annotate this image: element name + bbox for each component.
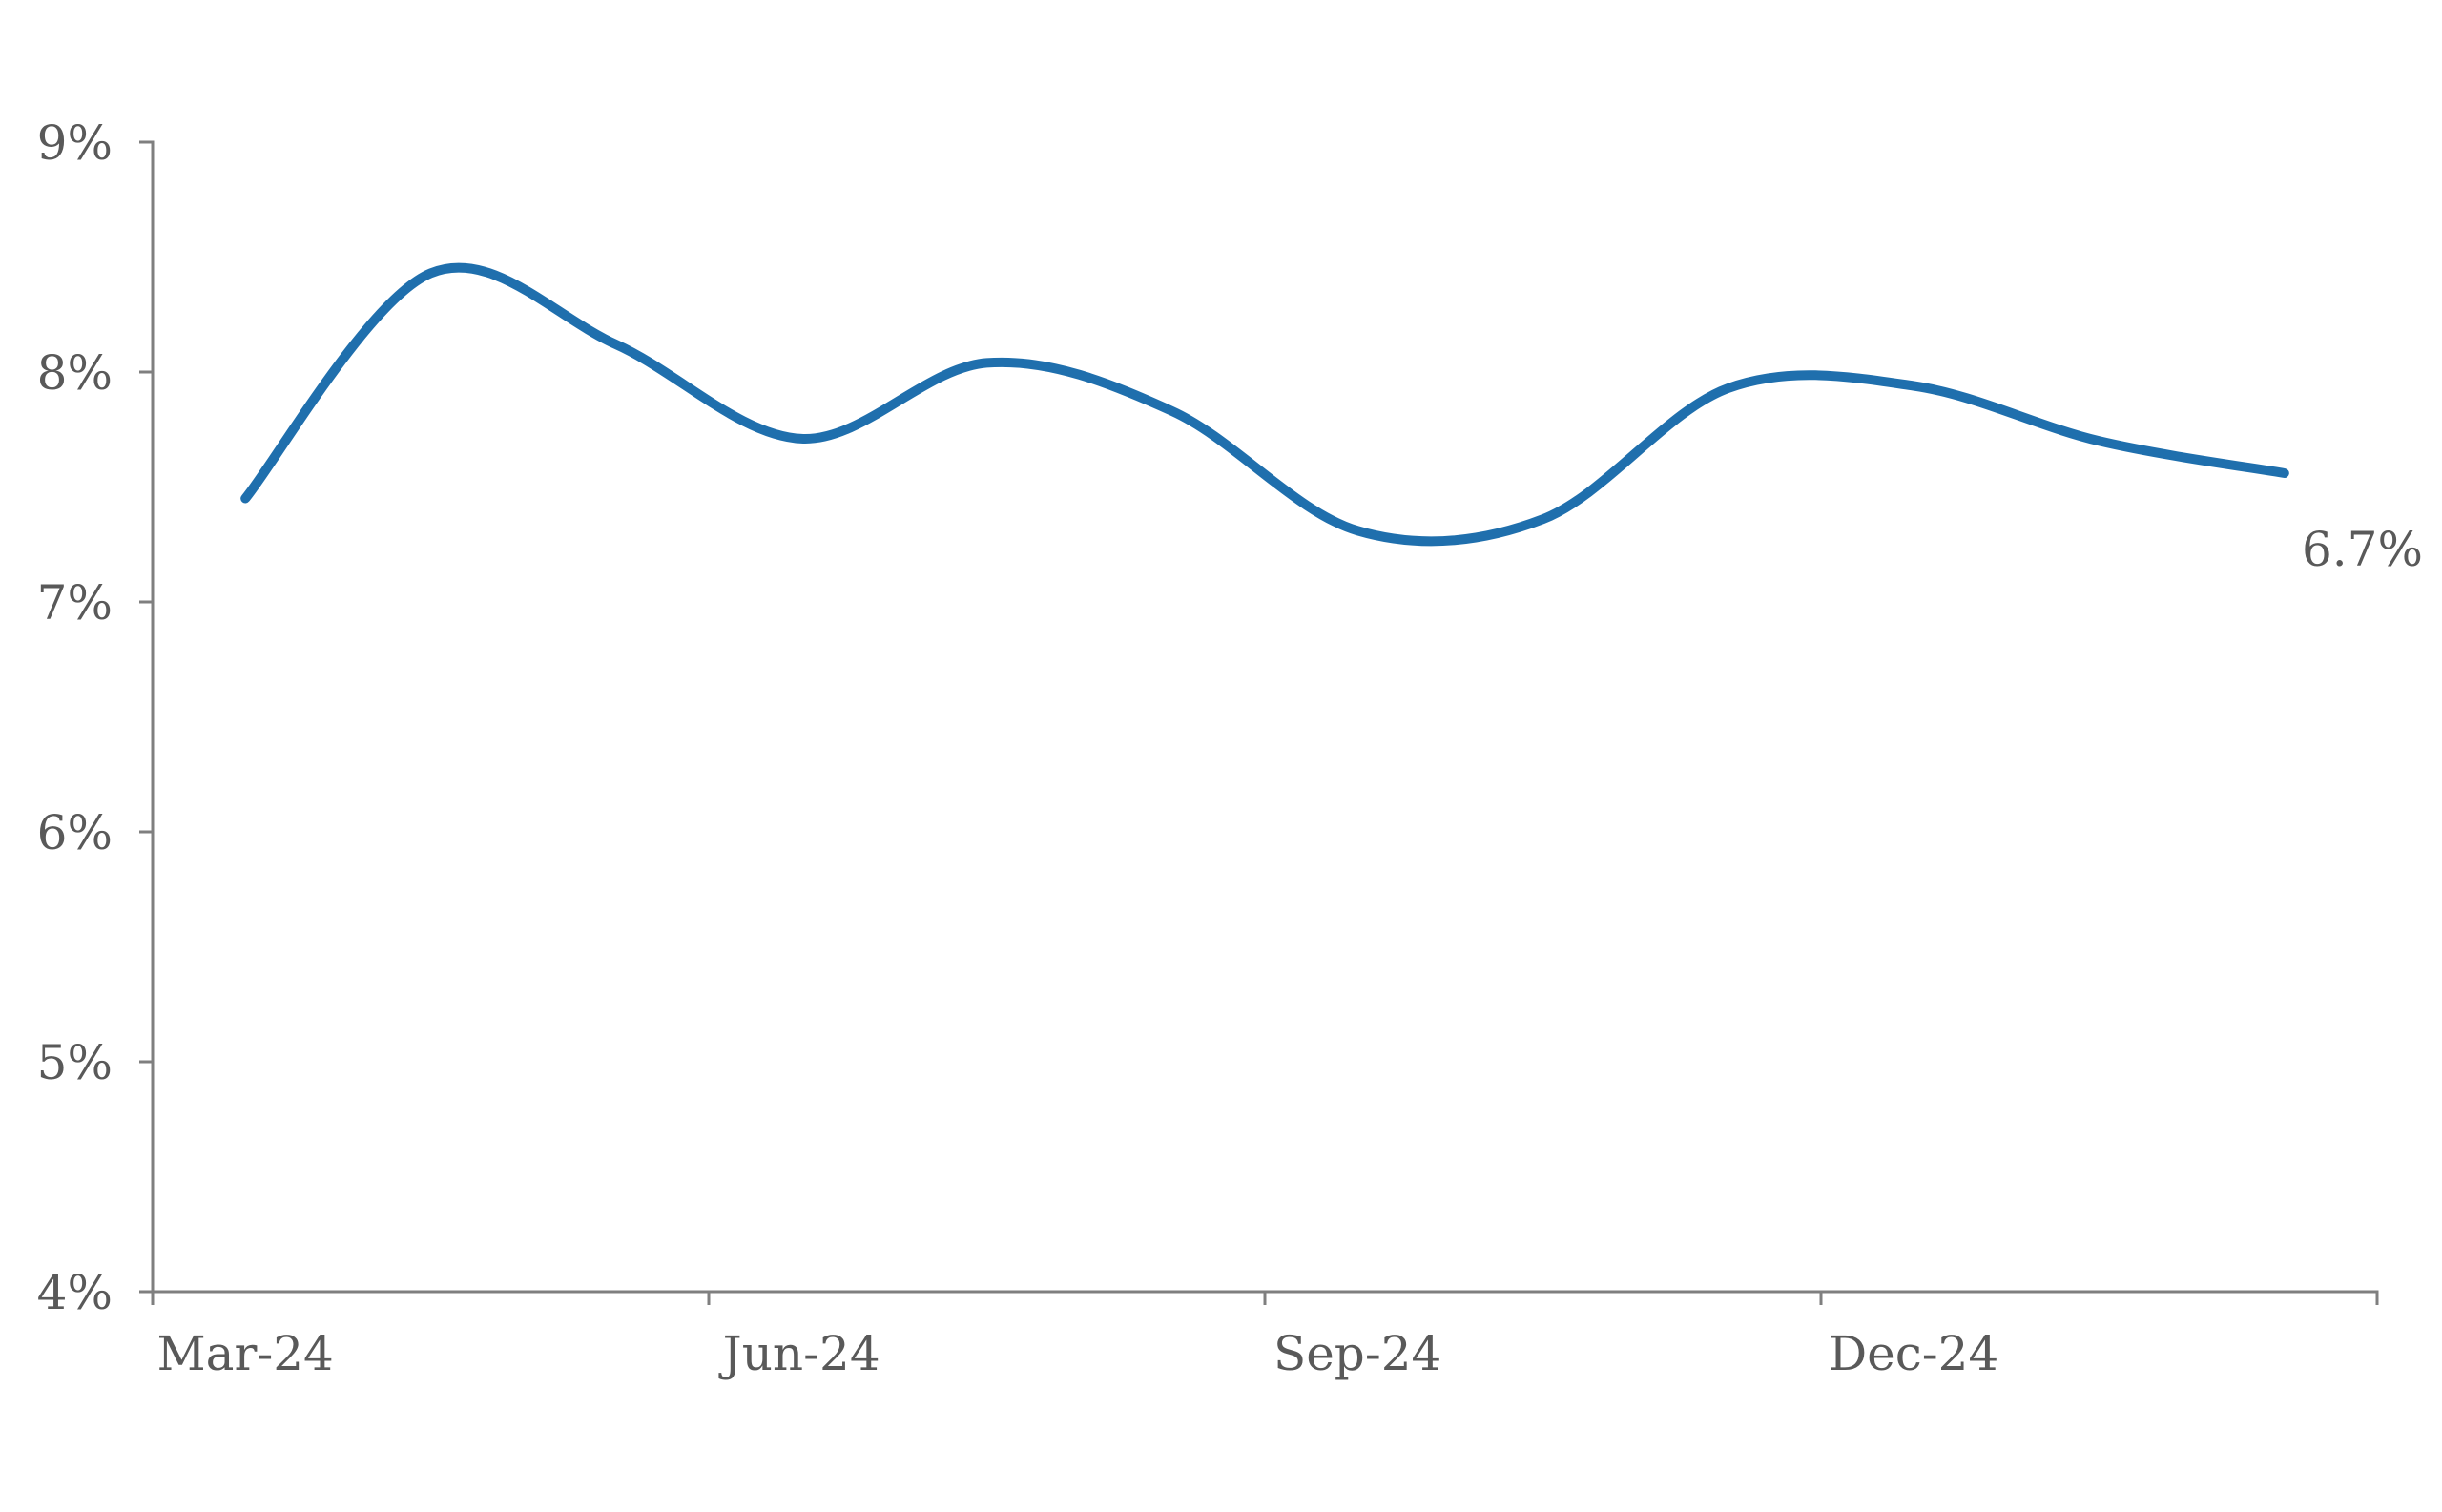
- x-axis-tick-label: Dec-24: [1829, 1326, 1998, 1381]
- x-axis-tick-label: Mar-24: [156, 1326, 333, 1381]
- y-axis-tick-label: 8%: [37, 345, 113, 401]
- y-axis-tick-label: 9%: [37, 115, 113, 171]
- axis-line: [139, 140, 2379, 1305]
- series-end-value-label: 6.7%: [2302, 522, 2423, 577]
- y-axis-tick-label: 6%: [37, 805, 113, 860]
- y-axis-tick-label: 7%: [37, 575, 113, 631]
- y-axis-tick-label: 4%: [37, 1265, 113, 1320]
- y-axis-tick-label: 5%: [37, 1035, 113, 1090]
- trend-line: [240, 262, 2289, 547]
- x-axis-tick-label: Jun-24: [718, 1326, 880, 1381]
- x-axis-tick-label: Sep-24: [1273, 1326, 1441, 1381]
